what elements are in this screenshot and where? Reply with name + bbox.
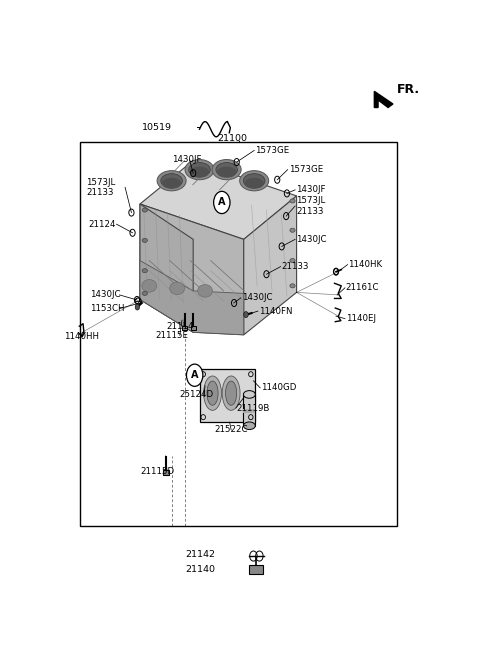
Circle shape	[186, 364, 203, 386]
Text: 21522C: 21522C	[215, 425, 248, 434]
Ellipse shape	[212, 159, 241, 180]
Text: A: A	[191, 370, 198, 380]
Text: 1573GE: 1573GE	[289, 165, 323, 174]
Text: FR.: FR.	[396, 83, 420, 96]
Text: 25124D: 25124D	[179, 390, 213, 399]
Ellipse shape	[142, 238, 147, 242]
Text: 21142: 21142	[185, 550, 216, 559]
Text: 1573JL
21133: 1573JL 21133	[296, 196, 325, 216]
Text: 21140: 21140	[185, 565, 216, 574]
Circle shape	[214, 192, 230, 214]
Circle shape	[135, 304, 140, 310]
Ellipse shape	[142, 279, 157, 292]
Ellipse shape	[204, 376, 221, 411]
Bar	[163, 470, 169, 475]
Ellipse shape	[189, 163, 210, 176]
Bar	[182, 326, 187, 330]
Text: 1140GD: 1140GD	[261, 383, 296, 392]
Text: 21115D: 21115D	[140, 467, 174, 476]
Ellipse shape	[240, 171, 269, 191]
Text: 1430JF: 1430JF	[296, 186, 326, 194]
Ellipse shape	[222, 376, 240, 411]
Ellipse shape	[290, 284, 295, 288]
Ellipse shape	[185, 159, 214, 180]
Ellipse shape	[161, 174, 182, 188]
Ellipse shape	[243, 390, 255, 398]
Ellipse shape	[217, 167, 236, 178]
Bar	[249, 565, 263, 574]
Text: A: A	[218, 197, 226, 207]
Ellipse shape	[244, 178, 264, 189]
Text: 21119B: 21119B	[237, 403, 270, 413]
Text: 21133: 21133	[281, 262, 309, 271]
Bar	[243, 409, 255, 413]
Ellipse shape	[198, 285, 213, 297]
Bar	[191, 326, 196, 330]
Bar	[81, 142, 396, 525]
Ellipse shape	[170, 282, 185, 295]
Text: 10519: 10519	[143, 123, 172, 132]
Text: 1430JC: 1430JC	[296, 235, 327, 244]
Polygon shape	[140, 260, 244, 335]
Text: 21115E: 21115E	[155, 331, 188, 340]
Text: 1140EJ: 1140EJ	[346, 314, 376, 323]
Text: 1430JC: 1430JC	[241, 293, 272, 302]
Text: 1573GE: 1573GE	[255, 146, 289, 155]
Ellipse shape	[190, 167, 209, 178]
Ellipse shape	[243, 422, 255, 430]
Ellipse shape	[142, 269, 147, 273]
Ellipse shape	[226, 381, 237, 405]
Ellipse shape	[207, 381, 218, 405]
Polygon shape	[374, 91, 393, 108]
Text: 1430JC: 1430JC	[91, 291, 121, 299]
Ellipse shape	[243, 174, 265, 188]
Text: 21161C: 21161C	[346, 283, 379, 293]
Polygon shape	[140, 204, 193, 333]
Polygon shape	[140, 161, 297, 239]
Text: 1140HK: 1140HK	[348, 260, 383, 269]
Ellipse shape	[290, 258, 295, 262]
Ellipse shape	[216, 163, 238, 176]
Ellipse shape	[290, 199, 295, 203]
Text: 1430JF: 1430JF	[172, 155, 201, 164]
Text: 21124: 21124	[88, 220, 115, 229]
Text: 1573JL
21133: 1573JL 21133	[86, 178, 115, 197]
Ellipse shape	[162, 178, 181, 189]
Polygon shape	[140, 204, 244, 335]
Ellipse shape	[157, 171, 186, 191]
Polygon shape	[244, 196, 297, 335]
Bar	[200, 369, 254, 422]
Text: 1140HH: 1140HH	[64, 332, 99, 341]
Text: 21114: 21114	[166, 321, 193, 331]
Bar	[243, 394, 255, 426]
Circle shape	[244, 312, 248, 318]
Ellipse shape	[290, 228, 295, 232]
Text: 21100: 21100	[217, 134, 247, 143]
Ellipse shape	[142, 291, 147, 295]
Ellipse shape	[142, 208, 147, 212]
Text: 1153CH: 1153CH	[91, 304, 125, 313]
Text: 1140FN: 1140FN	[259, 306, 292, 316]
